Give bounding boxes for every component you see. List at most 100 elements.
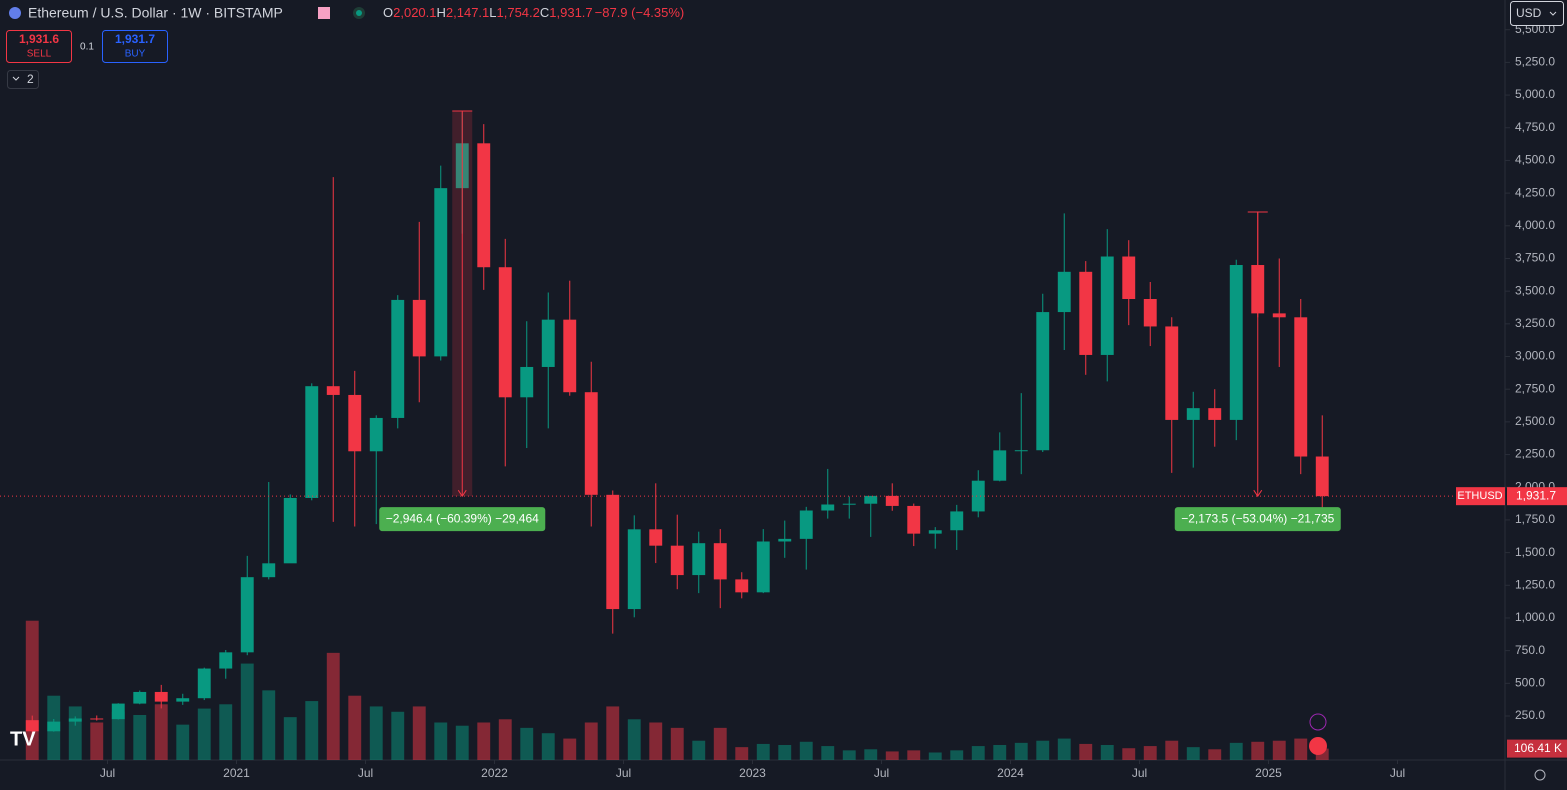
ui: Ethereum / U.S. Dollar · 1W · BITSTAMP O… [6, 1, 1564, 781]
volume-bar [434, 722, 448, 760]
ohlc-value: 2,020.1 [393, 5, 436, 20]
candle-body [1036, 312, 1050, 451]
ohlc-legend: O2,020.1H2,147.1L1,754.2C1,931.7 −87.9 (−… [383, 5, 684, 20]
currency-select[interactable] [1510, 1, 1564, 26]
x-tick-label: 2023 [739, 766, 766, 780]
x-tick-label: Jul [358, 766, 373, 780]
volume-bar [1057, 738, 1071, 760]
volume-bar [1122, 748, 1136, 760]
flag-icon[interactable] [318, 7, 330, 19]
volume-bar [197, 708, 211, 760]
volume-bar [412, 706, 426, 760]
y-tick-label: 3,250.0 [1515, 316, 1555, 330]
y-tick-label: 3,000.0 [1515, 349, 1555, 363]
candle-body [1057, 271, 1071, 313]
y-tick-label: 500.0 [1515, 675, 1545, 689]
buy-button[interactable] [102, 30, 168, 63]
candle-body [563, 319, 577, 393]
candle-body [950, 511, 964, 531]
volume-bar [219, 704, 233, 760]
volume-bar [369, 706, 383, 760]
y-tick-label: 3,500.0 [1515, 283, 1555, 297]
candle-body [111, 703, 125, 720]
candle-body [305, 386, 319, 498]
currency: USD [1516, 6, 1542, 20]
x-tick-label: 2025 [1255, 766, 1282, 780]
y-tick-label: 1,500.0 [1515, 545, 1555, 559]
y-tick-label: 2,750.0 [1515, 381, 1555, 395]
volume-bar [1208, 749, 1222, 760]
volume-bar [305, 701, 319, 760]
candle-body [133, 691, 147, 704]
y-tick-label: 4,000.0 [1515, 218, 1555, 232]
sell-label: SELL [27, 49, 52, 60]
candle-body [842, 503, 856, 505]
volume-bar [111, 711, 125, 760]
y-tick-label: 2,250.0 [1515, 447, 1555, 461]
volume-bar [971, 746, 985, 760]
y-tick-label: 4,500.0 [1515, 153, 1555, 167]
indicators-toggle[interactable] [7, 70, 39, 89]
candle-body [1294, 317, 1308, 457]
volume-bar [692, 740, 706, 760]
candle-body [412, 299, 426, 357]
candle-body [369, 417, 383, 452]
volume-bar [756, 743, 770, 760]
ohlc-key: H [437, 5, 446, 20]
candle-body [25, 720, 39, 732]
ohlc-key: C [540, 5, 549, 20]
candle-body [240, 577, 254, 653]
y-tick-label: 5,250.0 [1515, 55, 1555, 69]
volume-bar [90, 722, 104, 760]
volume-bar [1229, 742, 1243, 760]
ohlc-key: O [383, 5, 393, 20]
y-tick-label: 4,250.0 [1515, 185, 1555, 199]
candle-body [821, 504, 835, 511]
volume-bar [391, 711, 405, 760]
volume-bar [1014, 742, 1028, 760]
candle-body [541, 319, 555, 367]
x-tick-label: 2022 [481, 766, 508, 780]
volume-bar [821, 746, 835, 760]
measure-arrow [457, 489, 467, 498]
candle-body [993, 450, 1007, 481]
price-tag-label: 1,931.7 [1516, 488, 1556, 502]
candle-body [670, 545, 684, 576]
candle-body [885, 495, 899, 506]
x-tick-label: Jul [1390, 766, 1405, 780]
y-tick-label: 1,250.0 [1515, 577, 1555, 591]
volume-bar [498, 719, 512, 760]
candle-body [584, 392, 598, 495]
volume-bar [1315, 748, 1329, 760]
volume-bar [885, 751, 899, 760]
volume-bar [799, 741, 813, 760]
volume-bar [240, 663, 254, 760]
ohlc-change: −87.9 (−4.35%) [595, 5, 685, 20]
volume-bar [1251, 741, 1265, 760]
volume-bar [1143, 746, 1157, 760]
event-icon[interactable] [1309, 737, 1327, 755]
candle-body [520, 366, 534, 398]
volume-bar [176, 724, 190, 760]
volume-bar [606, 706, 620, 760]
candle-body [928, 530, 942, 534]
candle-body [47, 721, 61, 732]
volume-bar [670, 727, 684, 760]
candle-body [154, 691, 168, 702]
volume-bar [1100, 745, 1114, 760]
sell-button[interactable] [6, 30, 72, 63]
quantity: 0.1 [80, 42, 94, 53]
symbol-tag-label: ETHUSD [1457, 490, 1502, 502]
chevron [1549, 11, 1557, 16]
volume-bar [864, 749, 878, 760]
candle-body [391, 299, 405, 418]
settings-icon[interactable] [1534, 769, 1546, 781]
indicators-count: 2 [27, 72, 34, 86]
logo: TV [10, 728, 36, 750]
buy-price: 1,931.7 [115, 32, 155, 46]
volume-bar [455, 725, 469, 760]
alert-icon[interactable] [1309, 713, 1327, 731]
volume-bar [520, 727, 534, 760]
